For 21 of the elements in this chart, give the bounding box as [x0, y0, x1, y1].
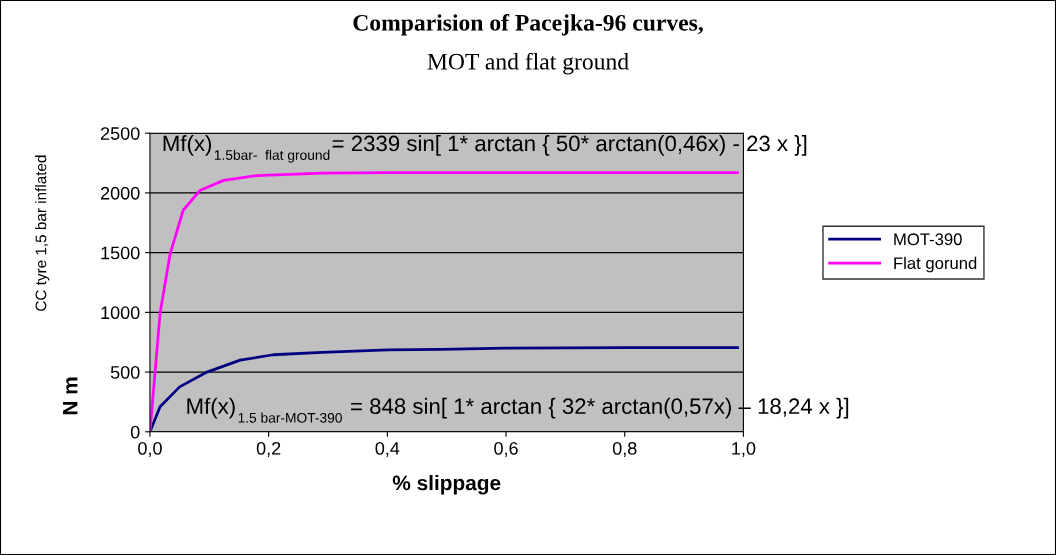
x-tick-label: 0,6	[494, 441, 518, 457]
legend-label: MOT-390	[894, 233, 962, 246]
x-axis-title: % slippage	[392, 475, 501, 495]
chart-subtitle: MOT and flat ground	[427, 52, 629, 75]
y-tick-label: 0	[130, 425, 140, 439]
y-tick-label: 500	[110, 366, 140, 379]
line-series	[149, 171, 739, 432]
x-tick-label: 0,8	[612, 441, 637, 457]
y-tick-label: 2000	[100, 186, 140, 200]
y-tick-label: 2500	[100, 127, 140, 140]
chart-title: Comparision of Pacejka-96 curves,	[353, 13, 703, 36]
line-series	[149, 346, 739, 432]
y-axis-title: N m	[63, 377, 78, 415]
x-tick-label: 1,0	[732, 441, 756, 457]
y-tick-label: 1000	[101, 306, 140, 320]
x-tick-label: 0,2	[256, 441, 281, 457]
text: CC tyre 1,5 bar inflated	[35, 155, 50, 311]
x-tick-label: 0,4	[375, 441, 400, 457]
y-tick-label: 1500	[101, 246, 140, 260]
x-tick-label: 0,0	[138, 441, 162, 457]
legend-label: Flat gorund	[894, 256, 977, 273]
